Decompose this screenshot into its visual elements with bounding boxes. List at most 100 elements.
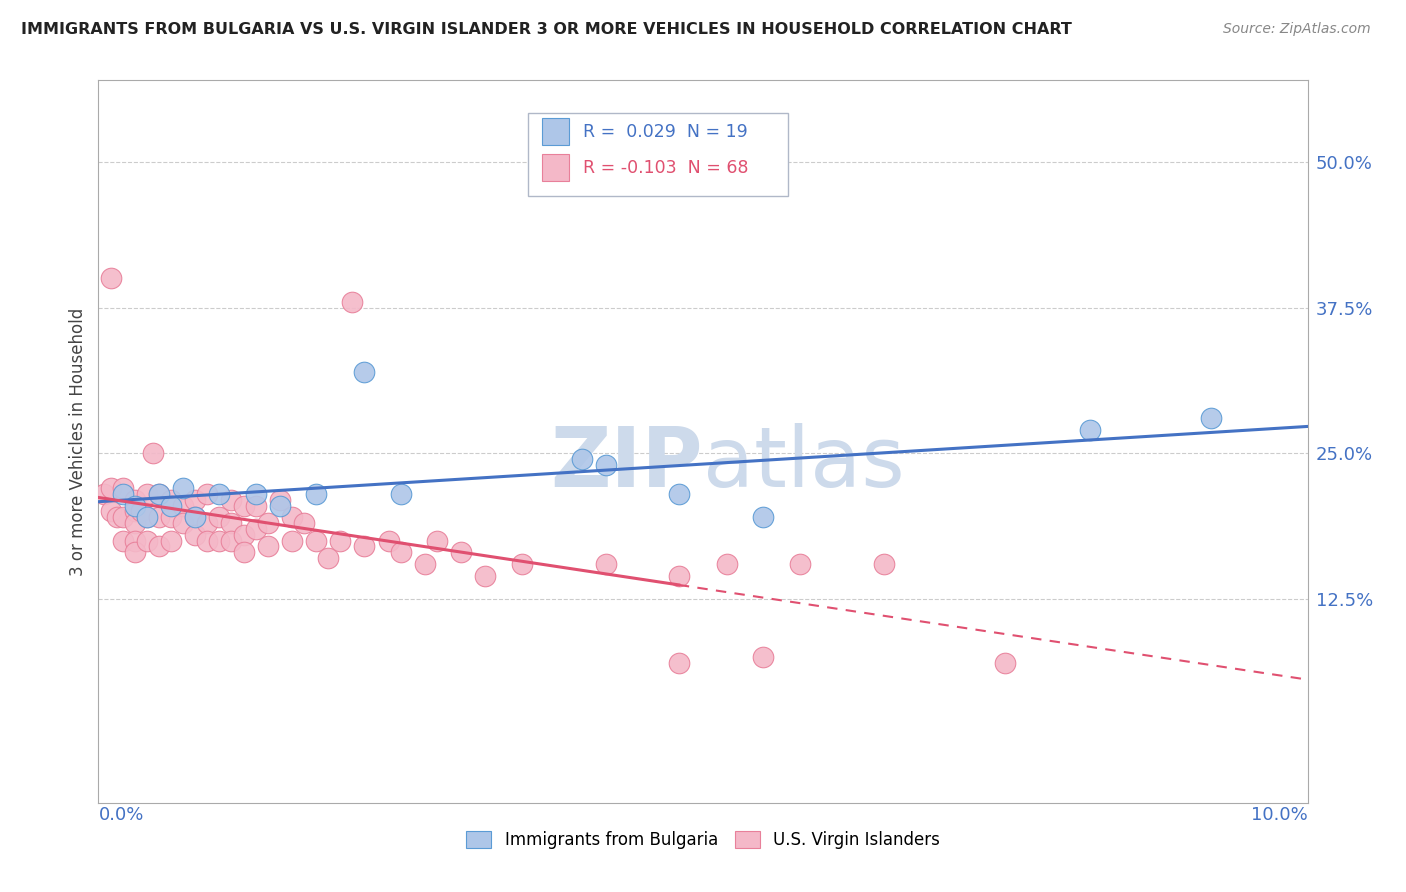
Point [184, 528, 207, 542]
Point [195, 516, 218, 530]
Text: atlas: atlas [703, 423, 904, 504]
Text: R = -0.103  N = 68: R = -0.103 N = 68 [583, 159, 749, 177]
Point [105, 510, 128, 524]
Point [129, 504, 152, 518]
Point [160, 510, 183, 524]
Point [668, 487, 690, 501]
Point [256, 540, 278, 554]
Point [752, 650, 775, 665]
Point [172, 516, 194, 530]
Point [100, 271, 122, 285]
Point [221, 533, 243, 548]
Text: 0.0%: 0.0% [98, 806, 143, 824]
Point [232, 545, 254, 559]
Point [100, 504, 122, 518]
Point [111, 481, 134, 495]
Text: IMMIGRANTS FROM BULGARIA VS U.S. VIRGIN ISLANDER 3 OR MORE VEHICLES IN HOUSEHOLD: IMMIGRANTS FROM BULGARIA VS U.S. VIRGIN … [21, 22, 1071, 37]
Legend: Immigrants from Bulgaria, U.S. Virgin Islanders: Immigrants from Bulgaria, U.S. Virgin Is… [460, 824, 946, 856]
Text: R =  0.029  N = 19: R = 0.029 N = 19 [583, 122, 748, 141]
Point [111, 533, 134, 548]
Point [329, 533, 352, 548]
Text: ZIP: ZIP [551, 423, 703, 504]
Point [281, 510, 304, 524]
FancyBboxPatch shape [527, 112, 787, 196]
Point [353, 540, 375, 554]
Point [245, 487, 267, 501]
Point [245, 522, 267, 536]
Point [232, 528, 254, 542]
Point [135, 510, 157, 524]
Point [1078, 423, 1101, 437]
Point [111, 487, 134, 501]
Point [160, 499, 183, 513]
Point [245, 499, 267, 513]
Point [1199, 411, 1222, 425]
Text: 10.0%: 10.0% [1251, 806, 1308, 824]
Point [148, 540, 170, 554]
Point [135, 487, 157, 501]
Point [184, 510, 207, 524]
Point [377, 533, 399, 548]
Point [195, 533, 218, 548]
Point [124, 492, 146, 507]
Point [124, 516, 146, 530]
Point [789, 557, 811, 571]
Point [269, 499, 291, 513]
Point [752, 510, 775, 524]
Point [595, 557, 617, 571]
Point [389, 545, 412, 559]
Point [148, 510, 170, 524]
Point [135, 510, 157, 524]
Point [316, 551, 339, 566]
Point [281, 533, 304, 548]
Point [269, 492, 291, 507]
Y-axis label: 3 or more Vehicles in Household: 3 or more Vehicles in Household [69, 308, 87, 575]
Text: Source: ZipAtlas.com: Source: ZipAtlas.com [1223, 22, 1371, 37]
Point [305, 533, 328, 548]
Point [353, 365, 375, 379]
Point [124, 533, 146, 548]
Point [668, 568, 690, 582]
Point [111, 510, 134, 524]
Point [184, 510, 207, 524]
Bar [543, 118, 569, 145]
Point [142, 446, 165, 460]
Point [571, 452, 593, 467]
Point [208, 510, 231, 524]
Point [595, 458, 617, 472]
Point [413, 557, 436, 571]
Point [172, 499, 194, 513]
Point [342, 294, 364, 309]
Point [124, 499, 146, 513]
Point [184, 492, 207, 507]
Point [256, 516, 278, 530]
Point [873, 557, 896, 571]
Point [148, 487, 170, 501]
Point [160, 492, 183, 507]
Point [160, 533, 183, 548]
Point [195, 487, 218, 501]
Point [510, 557, 533, 571]
Bar [543, 154, 569, 181]
Point [292, 516, 315, 530]
Point [994, 656, 1017, 670]
Point [100, 481, 122, 495]
Point [474, 568, 496, 582]
Point [389, 487, 412, 501]
Point [93, 487, 115, 501]
Point [208, 533, 231, 548]
Point [221, 492, 243, 507]
Point [172, 481, 194, 495]
Point [124, 545, 146, 559]
Point [426, 533, 449, 548]
Point [232, 499, 254, 513]
Point [716, 557, 738, 571]
Point [124, 504, 146, 518]
Point [450, 545, 472, 559]
Point [148, 487, 170, 501]
Point [305, 487, 328, 501]
Point [221, 516, 243, 530]
Point [208, 487, 231, 501]
Point [668, 656, 690, 670]
Point [135, 533, 157, 548]
